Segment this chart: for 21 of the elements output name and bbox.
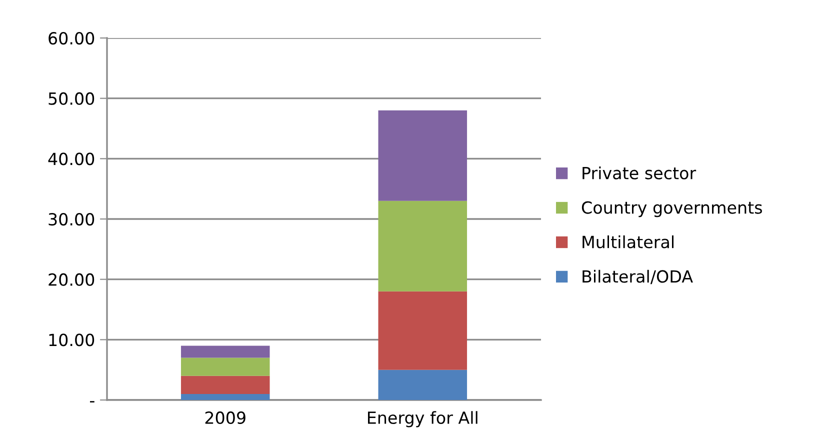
bar xyxy=(378,370,468,400)
y-tick-label: 40.00 xyxy=(48,152,94,166)
bar xyxy=(180,346,270,358)
bar xyxy=(378,110,468,201)
legend-label: Bilateral/ODA xyxy=(582,270,693,284)
x-tick-label: 2009 xyxy=(205,411,246,424)
bar xyxy=(378,200,468,292)
y-tick-label: 10.00 xyxy=(49,334,94,346)
bar xyxy=(378,291,468,370)
bar xyxy=(180,376,270,394)
legend-label: Country governments xyxy=(582,201,762,218)
y-tick-label: 50.00 xyxy=(48,92,94,105)
y-tick-label: 60.00 xyxy=(48,32,94,45)
legend-label: Multilateral xyxy=(582,235,674,248)
y-tick-label: 30.00 xyxy=(48,212,94,226)
x-tick-label: Energy for All xyxy=(368,411,478,428)
bar xyxy=(180,394,270,400)
legend-label: Private sector xyxy=(582,166,696,180)
y-tick-label: 20.00 xyxy=(48,273,94,286)
y-tick-label: - xyxy=(90,401,94,402)
bar xyxy=(180,358,270,376)
